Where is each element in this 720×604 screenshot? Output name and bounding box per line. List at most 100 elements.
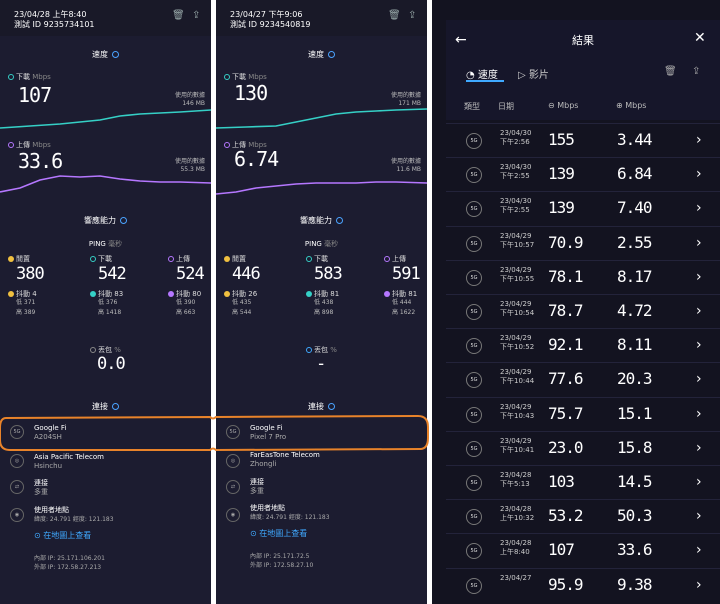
chevron-right-icon[interactable]: › — [696, 166, 702, 183]
row-download: 77.6 — [548, 369, 584, 389]
row-date: 23/04/27 — [500, 573, 532, 582]
dl-ping-value: 542 — [98, 264, 127, 284]
result-row[interactable]: 5G 23/04/29 下午10:44 77.6 20.3 › — [446, 362, 720, 396]
chevron-right-icon[interactable]: › — [696, 576, 702, 593]
ul-ping-value: 591 — [392, 264, 421, 284]
chevron-right-icon[interactable]: › — [696, 371, 702, 388]
upload-value: 6.74 — [234, 147, 279, 171]
result-row[interactable]: 5G 23/04/29 下午10:41 23.0 15.8 › — [446, 430, 720, 465]
row-upload: 9.38 — [617, 574, 653, 594]
result-row[interactable]: 5G 23/04/29 下午10:52 92.1 8.11 › — [446, 328, 720, 362]
idle-low: 低 435 — [232, 299, 252, 306]
chevron-right-icon[interactable]: › — [696, 542, 702, 559]
share-icon[interactable]: ⇪ — [408, 10, 417, 21]
share-icon[interactable]: ⇪ — [192, 10, 201, 21]
result-row[interactable]: 5G 23/04/30 下午2:56 155 3.44 › — [446, 123, 720, 157]
row-date: 23/04/30 — [500, 129, 532, 137]
close-icon[interactable]: ✕ — [694, 30, 706, 46]
network-type-badge: 5G — [466, 338, 482, 355]
network-type-badge: 5G — [466, 440, 482, 457]
chevron-right-icon[interactable]: › — [696, 474, 702, 490]
chevron-right-icon[interactable]: › — [696, 234, 702, 251]
chevron-right-icon[interactable]: › — [696, 200, 702, 217]
row-upload: 15.1 — [617, 403, 653, 423]
row-download: 139 — [548, 164, 575, 184]
info-icon[interactable] — [336, 217, 343, 224]
view-on-map-link[interactable]: ⊙ 在地圖上查看 — [250, 529, 308, 538]
row-download: 95.9 — [548, 574, 584, 594]
result-row[interactable]: 5G 23/04/30 下午2:55 139 7.40 › — [446, 191, 720, 225]
network-type-badge: 5G — [466, 577, 482, 594]
upload-value: 33.6 — [18, 149, 63, 173]
result-row[interactable]: 5G 23/04/27 95.9 9.38 › — [446, 567, 720, 602]
chevron-right-icon[interactable]: › — [696, 303, 702, 319]
chevron-right-icon[interactable]: › — [696, 268, 702, 285]
row-time: 上午10:32 — [500, 514, 535, 523]
connection-value: 多重 — [250, 487, 264, 495]
network-5g-icon: 5G — [226, 425, 240, 439]
network-type-badge: 5G — [466, 372, 482, 389]
result-row[interactable]: 5G 23/04/28 上午10:32 53.2 50.3 › — [446, 499, 720, 533]
info-icon[interactable] — [112, 51, 119, 58]
view-on-map-link[interactable]: ⊙ 在地圖上查看 — [34, 531, 92, 540]
row-download: 70.9 — [548, 232, 584, 252]
tab-speed[interactable]: ◔ 速度 — [466, 70, 498, 81]
row-date: 23/04/28 — [500, 471, 532, 479]
chevron-right-icon[interactable]: › — [696, 132, 702, 148]
tab-video[interactable]: ▷ 影片 — [518, 70, 549, 81]
upload-icon — [224, 142, 230, 148]
row-date: 23/04/29 — [500, 300, 532, 308]
download-graph — [216, 108, 427, 129]
chevron-right-icon[interactable]: › — [696, 405, 702, 422]
tab-speed-underline — [466, 80, 504, 82]
back-icon[interactable]: ← — [455, 32, 467, 48]
info-icon[interactable] — [112, 403, 119, 410]
trash-icon[interactable]: 🗑 — [664, 66, 677, 77]
responsiveness-title: 響應能力 — [216, 215, 427, 226]
network-type-badge: 5G — [466, 235, 482, 252]
trash-icon[interactable]: 🗑 — [388, 10, 401, 21]
download-value: 130 — [234, 81, 268, 105]
ul-jitter: 抖動 81 — [384, 289, 417, 299]
dl-low: 低 438 — [314, 299, 334, 306]
row-date: 23/04/29 — [500, 231, 532, 240]
play-icon: ▷ — [518, 70, 529, 81]
info-icon[interactable] — [328, 51, 335, 58]
external-ip: 外部 IP: 172.58.27.10 — [250, 562, 314, 569]
network-type-badge: 5G — [466, 167, 482, 184]
chevron-right-icon[interactable]: › — [696, 439, 702, 456]
download-icon — [224, 74, 230, 80]
row-download: 107 — [548, 540, 575, 560]
internal-ip: 內部 IP: 25.171.106.201 — [34, 555, 105, 562]
packet-loss-icon — [306, 347, 312, 353]
jitter-icon — [168, 291, 174, 297]
upload-icon — [384, 256, 390, 262]
result-row[interactable]: 5G 23/04/29 下午10:43 75.7 15.1 › — [446, 396, 720, 431]
row-upload: 33.6 — [617, 540, 653, 560]
row-date: 23/04/28 — [500, 539, 532, 548]
ul-high: 高 663 — [176, 309, 196, 316]
network-type-badge: 5G — [466, 133, 482, 149]
chevron-right-icon[interactable]: › — [696, 508, 702, 525]
ul-ping-value: 524 — [176, 264, 205, 284]
trash-icon[interactable]: 🗑 — [172, 10, 185, 21]
user-icon: ◉ — [10, 508, 24, 522]
result-row[interactable]: 5G 23/04/29 下午10:54 78.7 4.72 › — [446, 294, 720, 328]
user-location-value: 緯度: 24.791 經度: 121.183 — [34, 516, 114, 523]
result-row[interactable]: 5G 23/04/28 下午5:13 103 14.5 › — [446, 465, 720, 499]
row-date: 23/04/29 — [500, 334, 532, 343]
share-icon[interactable]: ⇪ — [692, 66, 701, 77]
result-row[interactable]: 5G 23/04/30 下午2:55 139 6.84 › — [446, 157, 720, 191]
network-type-badge: 5G — [466, 543, 482, 560]
result-row[interactable]: 5G 23/04/29 下午10:57 70.9 2.55 › — [446, 225, 720, 260]
ul-low: 低 390 — [176, 299, 196, 306]
info-icon[interactable] — [328, 403, 335, 410]
carrier-name: Google Fi — [250, 424, 283, 432]
result-row[interactable]: 5G 23/04/28 上午8:40 107 33.6 › — [446, 533, 720, 567]
download-label: 下載 Mbps — [8, 72, 51, 82]
chevron-right-icon[interactable]: › — [696, 337, 702, 354]
connection-label: 連接 — [34, 479, 48, 487]
download-icon — [8, 74, 14, 80]
info-icon[interactable] — [120, 217, 127, 224]
result-row[interactable]: 5G 23/04/29 下午10:55 78.1 8.17 › — [446, 259, 720, 294]
